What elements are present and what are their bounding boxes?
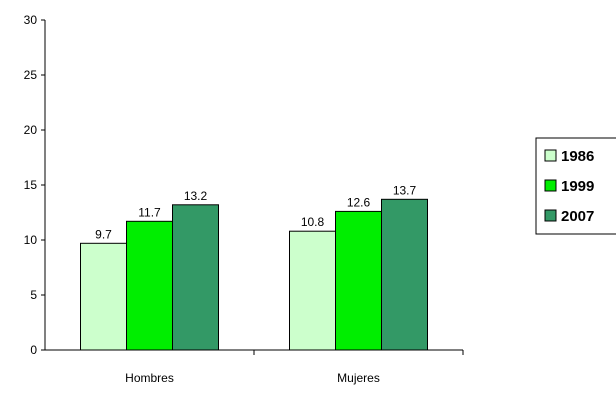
bars xyxy=(80,198,428,351)
y-tick-label: 5 xyxy=(30,288,37,302)
y-tick-label: 30 xyxy=(24,13,38,27)
bar-2007-hombres xyxy=(172,204,219,351)
legend-swatch xyxy=(544,149,557,162)
y-tick-label: 10 xyxy=(24,233,38,247)
data-label: 13.2 xyxy=(184,189,208,203)
bar-1999-hombres xyxy=(126,220,173,351)
data-label: 10.8 xyxy=(301,215,325,229)
legend-label: 2007 xyxy=(561,208,594,225)
bar-1986-mujeres xyxy=(289,230,336,351)
x-category-label: Hombres xyxy=(125,371,174,385)
bar-2007-mujeres xyxy=(381,198,428,351)
data-labels: 9.7 11.7 13.2 10.8 12.6 13.7 xyxy=(95,183,416,241)
data-label: 9.7 xyxy=(95,227,112,241)
data-label: 12.6 xyxy=(347,195,371,209)
data-label: 13.7 xyxy=(393,183,417,197)
data-label: 11.7 xyxy=(138,205,161,219)
legend-label: 1986 xyxy=(561,148,594,165)
bar-1986-hombres xyxy=(80,242,127,351)
bar-1999-mujeres xyxy=(335,210,382,351)
y-tick-label: 25 xyxy=(24,68,38,82)
y-tick-label: 20 xyxy=(24,123,38,137)
legend: 1986 1999 2007 xyxy=(535,137,616,235)
axes: 0 5 10 15 20 25 30 Hombres Mujeres xyxy=(24,13,464,385)
legend-label: 1999 xyxy=(561,178,594,195)
legend-swatch xyxy=(544,209,557,222)
x-category-label: Mujeres xyxy=(337,371,380,385)
y-tick-label: 15 xyxy=(24,178,38,192)
legend-swatch xyxy=(544,179,557,192)
y-tick-label: 0 xyxy=(30,343,37,357)
